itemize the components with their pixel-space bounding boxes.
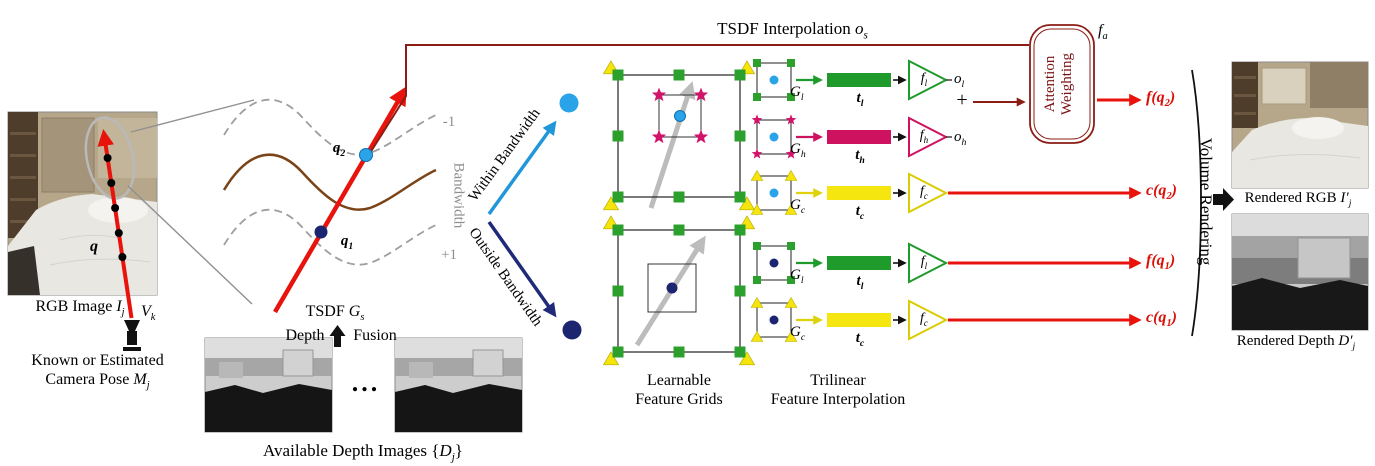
mlp-symbol-row1: fl	[920, 71, 928, 88]
tsdf-grid-label: TSDF Gs	[305, 303, 365, 324]
trilinear-row-3	[750, 170, 1142, 215]
outside-bandwidth-arrow	[487, 220, 557, 318]
ray-sample-points	[103, 154, 127, 261]
q-point-label: q	[90, 238, 98, 255]
trilinear-caption-line1: Trilinear	[810, 372, 866, 389]
depth-image-1	[204, 337, 333, 433]
grid-symbol-row1: Gl	[790, 84, 804, 103]
mlp-symbol-row3: fc	[920, 184, 928, 201]
within-bandwidth-arrow	[487, 120, 557, 216]
feature-vector-row3: tc	[855, 203, 865, 222]
sample-ray-arrow	[273, 86, 407, 314]
feature-vector-row5: tc	[855, 330, 865, 349]
grid-symbol-row4: Gl	[790, 267, 804, 286]
attention-weighting-box	[1029, 24, 1095, 144]
feature-vector-row2: th	[855, 147, 865, 166]
grid-symbol-row5: Gc	[790, 324, 806, 343]
bandwidth-lower-dashed	[223, 208, 437, 266]
depth-word: Depth	[285, 327, 325, 344]
f-q2-label: f(q2)	[1146, 89, 1176, 110]
render-arrow	[1213, 188, 1234, 211]
rendered-depth-image	[1231, 213, 1369, 331]
bandwidth-plus-one: +1	[441, 247, 457, 263]
rendered-depth-caption: Rendered Depth D′j	[1236, 333, 1356, 352]
attention-line-b: Weighting	[1058, 52, 1075, 116]
feature-vector-row4: tl	[856, 273, 864, 292]
rgb-image-caption: RGB Image Ij	[35, 298, 125, 319]
outside-query-dot	[562, 320, 582, 340]
trilinear-row-5	[750, 297, 1142, 342]
rgb-image-photo	[7, 111, 158, 296]
feature-grid-outside	[603, 215, 755, 366]
depth-fusion-arrow	[329, 325, 346, 347]
magnify-ellipse	[84, 116, 136, 200]
trilinear-row-4	[753, 242, 1142, 284]
mlp-symbol-row5: fc	[920, 311, 928, 328]
depth-images-ellipsis: ...	[351, 368, 381, 397]
camera-view-label: Vk	[141, 303, 156, 324]
trilinear-caption-line2: Feature Interpolation	[770, 391, 906, 408]
learnable-grids-caption-line2: Feature Grids	[635, 391, 723, 408]
c-q2-label: c(q2)	[1146, 182, 1177, 203]
grid-symbol-row3: Gc	[790, 197, 806, 216]
attention-line-a: Attention	[1042, 55, 1058, 113]
fusion-word: Fusion	[353, 327, 397, 344]
available-depth-caption: Available Depth Images {Dj}	[263, 441, 463, 464]
magnify-callout-lines	[127, 99, 255, 305]
q1-point	[314, 225, 328, 239]
depth-image-2	[394, 337, 523, 433]
tsdf-interpolation-line	[369, 44, 1029, 154]
trilinear-row-1	[753, 59, 952, 101]
camera-icon	[123, 320, 141, 351]
camera-ray-arrow	[97, 129, 134, 319]
q2-point-label: q2	[332, 140, 346, 159]
c-q1-label: c(q1)	[1146, 309, 1177, 330]
feature-vector-row1: tl	[856, 90, 864, 109]
attention-weighting-label: Attention Weighting	[1042, 24, 1082, 144]
bandwidth-minus-one: -1	[442, 114, 456, 130]
rendered-rgb-caption: Rendered RGB I′j	[1244, 190, 1352, 209]
volume-rendering-brace	[1191, 69, 1202, 337]
learnable-grids-caption-line1: Learnable	[647, 372, 711, 389]
volume-rendering-label: Volume Rendering	[1196, 137, 1216, 266]
f-q1-label: f(q1)	[1146, 252, 1176, 273]
mlp-symbol-row4: fl	[920, 254, 928, 271]
o-l-label: ol	[954, 71, 965, 90]
grid-symbol-row2: Gh	[790, 141, 806, 160]
f-a-label: fa	[1098, 22, 1108, 43]
sum-plus-sign: +	[956, 89, 968, 111]
camera-pose-caption-line1: Known or Estimated	[31, 352, 164, 369]
tsdf-surface-curve	[222, 153, 437, 211]
feature-grid-within	[603, 60, 755, 211]
camera-pose-caption-line2: Camera Pose Mj	[45, 371, 150, 392]
q1-point-label: q1	[340, 233, 354, 252]
trilinear-row-2	[751, 114, 952, 159]
o-h-label: oh	[954, 129, 967, 148]
q2-point	[359, 148, 373, 162]
rendered-rgb-image	[1231, 61, 1369, 189]
bandwidth-upper-dashed	[223, 98, 437, 156]
mlp-symbol-row2: fh	[919, 128, 929, 145]
within-query-dot	[559, 93, 579, 113]
tsdf-interpolation-caption: TSDF Interpolation os	[717, 19, 868, 42]
